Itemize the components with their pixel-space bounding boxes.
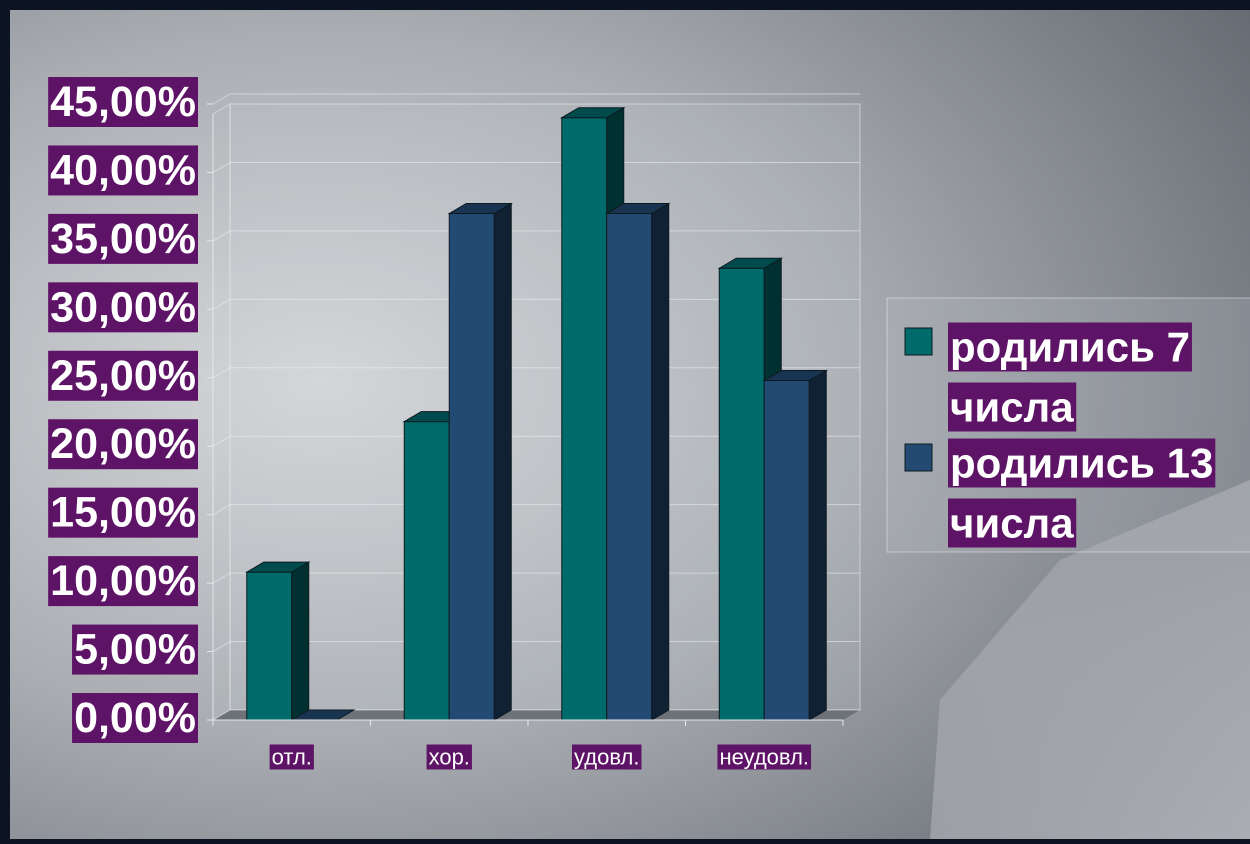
x-tick-label-background: [426, 744, 472, 770]
y-tick-label: 40,00%: [50, 146, 196, 194]
bar-top: [717, 257, 784, 269]
y-tick-label-background: [48, 213, 198, 264]
x-tick-label: неудовл.: [719, 745, 809, 770]
y-tick-label: 5,00%: [74, 626, 196, 674]
bar: [447, 202, 514, 721]
legend-label: родились 13: [950, 440, 1213, 487]
legend-swatch: [904, 327, 933, 356]
legend-label-background: [948, 438, 1216, 488]
y-tick-label: 0,00%: [74, 694, 196, 742]
bar-side: [291, 561, 310, 721]
y-tick-label-background: [48, 487, 198, 538]
floor: [213, 710, 860, 720]
x-tick-label: хор.: [429, 745, 470, 770]
legend-label-background: [948, 322, 1192, 372]
legend-label-background: [948, 382, 1077, 432]
bars: [244, 106, 829, 721]
y-tick-label-background: [48, 77, 198, 127]
y-tick-label-background: [72, 624, 198, 675]
bar-top: [447, 203, 514, 215]
bar-front: [763, 380, 810, 721]
legend-label: числа: [950, 500, 1074, 547]
x-tick-label: удовл.: [574, 745, 639, 770]
y-tick-label: 20,00%: [50, 420, 196, 468]
bar-top: [762, 370, 829, 382]
bar-top: [559, 107, 626, 119]
y-tick-label-background: [48, 350, 198, 401]
y-tick-label-background: [48, 282, 198, 333]
legend-label: родились 7: [950, 324, 1190, 371]
bar-side: [808, 369, 827, 721]
bar-front: [246, 571, 293, 721]
y-tick-label: 25,00%: [50, 352, 196, 400]
bar-top: [604, 203, 671, 215]
legend-label: числа: [950, 384, 1074, 431]
bar-top: [244, 561, 311, 573]
x-tick-label-background: [269, 744, 314, 770]
bar: [604, 202, 671, 721]
bar: [244, 561, 311, 721]
y-tick-label-background: [48, 145, 198, 196]
legend-swatch: [904, 443, 933, 472]
y-tick-label: 45,00%: [50, 78, 196, 126]
background-light-sweep: [930, 480, 1250, 839]
legend: родились 7 числа родились 13 числа: [886, 297, 1250, 553]
y-tick-label-background: [48, 556, 198, 607]
y-tick-label: 30,00%: [50, 283, 196, 331]
bar-front: [606, 213, 653, 721]
bar-front: [448, 213, 495, 721]
bar-front: [403, 421, 450, 721]
legend-label-background: [948, 498, 1077, 548]
x-axis: отл. хор. удовл. неудовл.: [212, 114, 844, 770]
x-tick-label-background: [572, 744, 642, 770]
bar-front: [718, 267, 765, 721]
x-tick-label: отл.: [272, 745, 312, 770]
gridline: [212, 93, 860, 105]
side-wall: [212, 103, 231, 721]
bar-side: [493, 202, 512, 721]
y-tick-label-background: [72, 693, 198, 743]
y-tick-label: 10,00%: [50, 557, 196, 605]
y-tick-label: 35,00%: [50, 215, 196, 263]
x-tick-label-background: [717, 744, 812, 770]
y-axis: 0,00% 5,00% 10,00% 15,00% 20,00% 25,00% 30,00%…: [48, 77, 213, 743]
y-tick-label-background: [48, 419, 198, 470]
gridline: [212, 161, 860, 173]
bar: [762, 369, 829, 721]
bar-side: [651, 202, 670, 721]
y-tick-label: 15,00%: [50, 489, 196, 537]
bar-front: [561, 117, 608, 721]
